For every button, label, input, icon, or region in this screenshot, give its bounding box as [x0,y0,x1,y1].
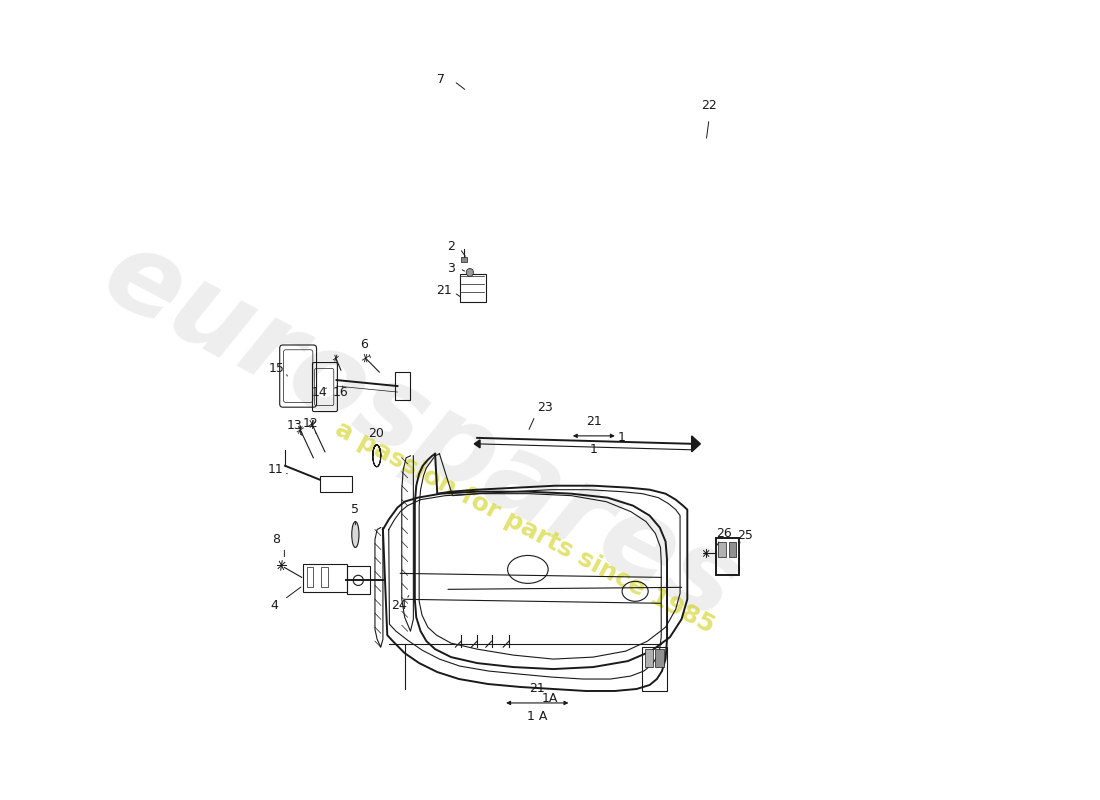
Bar [716,538,739,575]
Bar [320,476,352,492]
Text: 1A: 1A [541,693,558,706]
Text: 3: 3 [447,262,455,275]
Text: 8: 8 [272,533,279,546]
Text: 1: 1 [590,443,597,456]
Text: 12: 12 [302,418,318,430]
Text: 2: 2 [447,240,455,253]
Polygon shape [474,440,480,448]
Text: 20: 20 [367,427,384,440]
Text: 26: 26 [716,527,732,540]
Bar [718,542,726,558]
Text: 14: 14 [311,386,327,398]
Text: 22: 22 [701,98,717,111]
Text: 1 A: 1 A [527,710,548,723]
Ellipse shape [352,522,359,547]
Text: 25: 25 [737,529,754,542]
Bar [460,274,486,302]
Text: eurospares: eurospares [86,220,757,644]
Text: 5: 5 [351,503,360,516]
Text: 21: 21 [529,682,546,695]
Text: 15: 15 [270,362,285,374]
Text: 7: 7 [437,73,444,86]
Polygon shape [692,436,701,452]
Bar [728,542,736,558]
Text: 23: 23 [538,402,553,414]
Text: 24: 24 [390,598,407,612]
Text: 1: 1 [618,431,626,444]
Text: 13: 13 [287,419,303,433]
Ellipse shape [466,269,473,277]
Bar [304,565,346,592]
Bar [645,649,653,667]
Bar [307,567,314,587]
Text: 4: 4 [271,598,278,612]
Bar [395,372,410,400]
Text: 21: 21 [436,284,452,297]
Text: 6: 6 [360,338,368,350]
Text: 11: 11 [267,463,284,476]
Bar [642,647,667,691]
Bar [346,566,370,594]
Text: a passion for parts since 1985: a passion for parts since 1985 [331,417,718,638]
Bar [461,257,468,262]
Text: 16: 16 [333,386,349,398]
Bar [321,567,328,587]
Bar [656,649,664,667]
Text: 21: 21 [586,415,602,429]
